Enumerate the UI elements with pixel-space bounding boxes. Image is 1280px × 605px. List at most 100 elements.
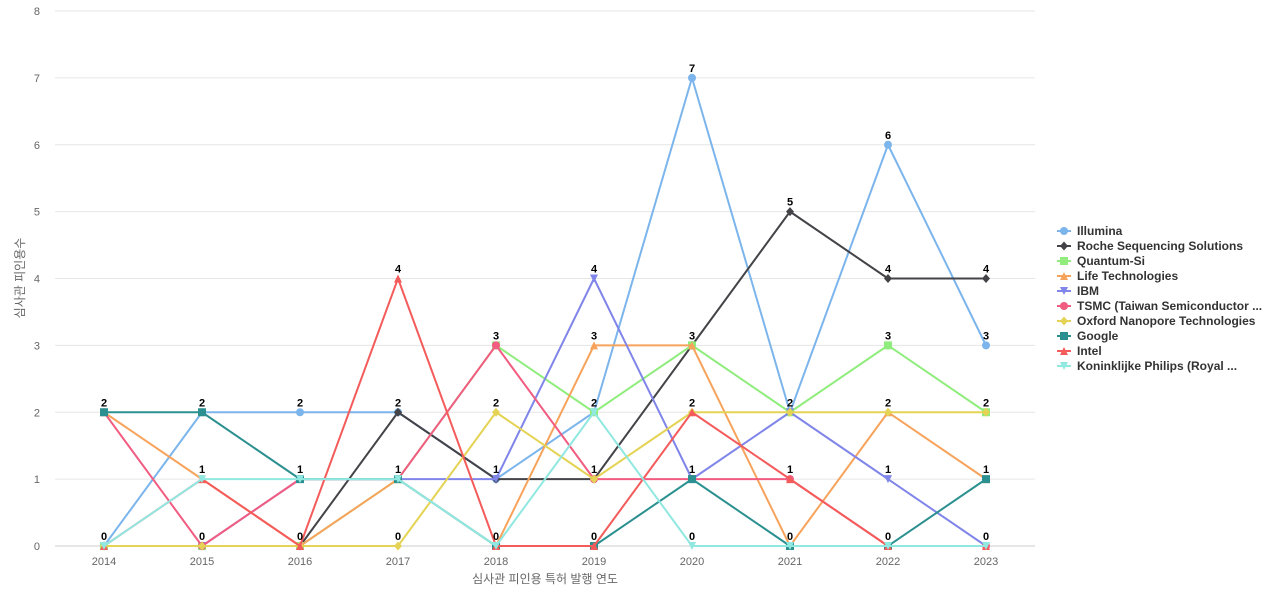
legend-item[interactable]: Koninklijke Philips (Royal ... bbox=[1057, 359, 1237, 373]
data-label: 4 bbox=[885, 264, 892, 276]
data-point bbox=[884, 274, 892, 283]
legend-label: Life Technologies bbox=[1077, 269, 1178, 283]
data-label: 7 bbox=[689, 63, 695, 75]
legend-label: Intel bbox=[1077, 344, 1102, 358]
data-point bbox=[982, 542, 990, 550]
data-label: 2 bbox=[101, 397, 107, 409]
legend-marker bbox=[1060, 347, 1068, 355]
legend-item[interactable]: Life Technologies bbox=[1057, 269, 1178, 283]
data-point bbox=[688, 408, 696, 417]
legend-marker bbox=[1060, 362, 1068, 370]
data-point bbox=[688, 475, 696, 484]
x-tick-label: 2019 bbox=[582, 556, 606, 568]
data-label: 0 bbox=[787, 531, 793, 543]
x-tick-label: 2021 bbox=[778, 556, 802, 568]
data-point bbox=[982, 274, 990, 283]
data-label: 1 bbox=[885, 464, 891, 476]
series-line bbox=[103, 76, 987, 547]
data-point bbox=[786, 475, 794, 484]
x-tick-label: 2020 bbox=[680, 556, 704, 568]
data-point bbox=[492, 475, 500, 484]
series-line bbox=[103, 277, 987, 547]
data-labels: 2 0 2 1 0 2 1 0 4 2 1 0 3 2 1 0 4 3 2 1 0 7 3 2 1 0 5 2 1 0 6 4 3 2 1 0 4 3 2 1… bbox=[101, 63, 990, 543]
data-label: 1 bbox=[983, 464, 989, 476]
data-label: 0 bbox=[689, 531, 695, 543]
data-point bbox=[884, 475, 892, 484]
legend-marker bbox=[1060, 302, 1068, 310]
data-point bbox=[394, 274, 402, 283]
legend-label: Oxford Nanopore Technologies bbox=[1077, 314, 1256, 328]
data-point bbox=[982, 475, 990, 484]
x-tick-label: 2023 bbox=[974, 556, 998, 568]
data-label: 3 bbox=[885, 330, 891, 342]
y-tick-label: 3 bbox=[34, 340, 40, 352]
data-point bbox=[492, 542, 500, 550]
data-point bbox=[884, 341, 892, 350]
data-point bbox=[198, 475, 206, 484]
x-tick-label: 2015 bbox=[190, 556, 214, 568]
data-point bbox=[492, 341, 500, 350]
series bbox=[100, 408, 990, 550]
data-point bbox=[590, 341, 598, 350]
data-label: 1 bbox=[297, 464, 303, 476]
data-label: 4 bbox=[983, 264, 990, 276]
data-label: 1 bbox=[199, 464, 205, 476]
data-point bbox=[982, 407, 990, 417]
y-tick-label: 7 bbox=[34, 73, 40, 85]
data-label: 2 bbox=[787, 397, 793, 409]
x-axis-title: 심사관 피인용 특허 발행 연도 bbox=[472, 571, 618, 586]
legend-item[interactable]: Illumina bbox=[1057, 224, 1123, 238]
data-label: 2 bbox=[297, 397, 303, 409]
legend-item[interactable]: TSMC (Taiwan Semiconductor ... bbox=[1057, 299, 1262, 313]
series-line bbox=[103, 411, 987, 547]
legend-label: Koninklijke Philips (Royal ... bbox=[1077, 359, 1237, 373]
data-point bbox=[590, 274, 598, 283]
x-tick-label: 2016 bbox=[288, 556, 312, 568]
legend-marker bbox=[1060, 316, 1068, 326]
legend-item[interactable]: Roche Sequencing Solutions bbox=[1057, 239, 1243, 253]
data-point bbox=[786, 542, 794, 550]
data-label: 2 bbox=[983, 397, 989, 409]
data-point bbox=[394, 475, 402, 484]
data-point bbox=[296, 408, 304, 417]
x-tick-label: 2017 bbox=[386, 556, 410, 568]
legend-item[interactable]: Quantum-Si bbox=[1057, 254, 1145, 268]
data-point bbox=[198, 541, 206, 551]
data-point bbox=[296, 542, 304, 550]
legend-marker bbox=[1060, 287, 1068, 295]
data-point bbox=[492, 407, 500, 417]
data-point bbox=[590, 474, 598, 484]
data-label: 1 bbox=[493, 464, 499, 476]
data-label: 0 bbox=[983, 531, 989, 543]
data-point bbox=[884, 407, 892, 417]
legend-item[interactable]: Google bbox=[1057, 329, 1119, 343]
data-label: 2 bbox=[199, 397, 205, 409]
data-label: 4 bbox=[395, 264, 402, 276]
legend-item[interactable]: IBM bbox=[1057, 284, 1099, 298]
legend-label: IBM bbox=[1077, 284, 1099, 298]
data-point bbox=[296, 475, 304, 484]
data-point bbox=[394, 541, 402, 551]
x-tick-label: 2014 bbox=[92, 556, 116, 568]
data-label: 2 bbox=[493, 397, 499, 409]
data-label: 0 bbox=[395, 531, 401, 543]
legend-marker bbox=[1060, 332, 1068, 340]
data-label: 2 bbox=[395, 397, 401, 409]
data-label: 1 bbox=[591, 464, 597, 476]
legend-item[interactable]: Intel bbox=[1057, 344, 1102, 358]
legend-marker bbox=[1060, 257, 1068, 265]
data-label: 0 bbox=[493, 531, 499, 543]
data-label: 1 bbox=[787, 464, 793, 476]
data-label: 1 bbox=[689, 464, 695, 476]
data-label: 3 bbox=[689, 330, 695, 342]
legend-marker bbox=[1060, 241, 1068, 251]
legend-item[interactable]: Oxford Nanopore Technologies bbox=[1057, 314, 1256, 328]
data-label: 0 bbox=[885, 531, 891, 543]
data-point bbox=[786, 407, 794, 417]
data-label: 3 bbox=[591, 330, 597, 342]
y-tick-label: 2 bbox=[34, 407, 40, 419]
data-label: 0 bbox=[101, 531, 107, 543]
